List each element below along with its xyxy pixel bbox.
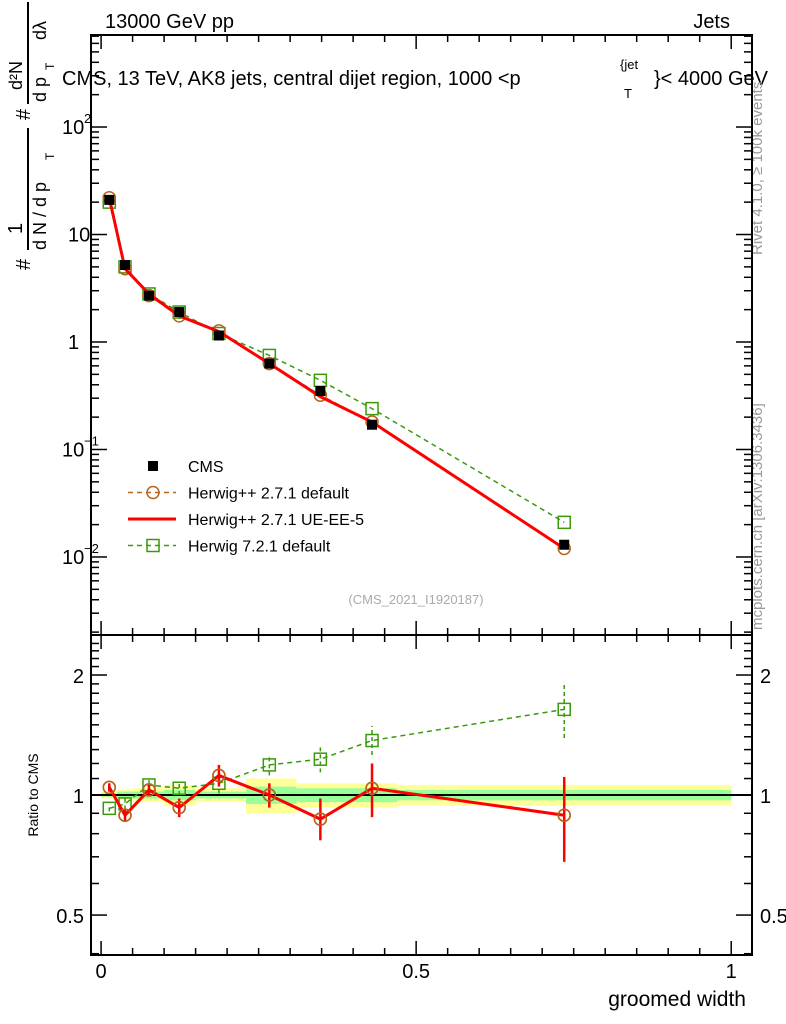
data-point xyxy=(365,401,379,416)
header-right: Jets xyxy=(693,11,730,33)
ratio-y-tick-label: 1 xyxy=(73,786,84,808)
ylabel-one: 1 xyxy=(5,223,27,234)
ratio-point xyxy=(262,758,277,772)
legend: CMS Herwig++ 2.7.1 default Herwig++ 2.7.1 … xyxy=(128,459,364,556)
ratio-point xyxy=(365,781,379,795)
data-point xyxy=(559,539,570,550)
ratio-line xyxy=(107,773,565,821)
y-tick-label: 10 xyxy=(62,547,84,569)
mcplots-label: mcplots.cern.ch [arXiv:1306.3436] xyxy=(749,403,766,630)
ratio-y-tick-label-right: 1 xyxy=(760,786,771,808)
y-tick-exponent: −1 xyxy=(84,433,99,448)
data-point xyxy=(213,330,224,341)
ratio-point xyxy=(172,781,186,795)
data-point xyxy=(313,373,328,388)
ratio-y-tick-label-right: 0.5 xyxy=(760,906,786,928)
header-left: 13000 GeV pp xyxy=(105,11,234,33)
series-line xyxy=(108,201,565,523)
data-point xyxy=(367,419,378,430)
ratio-point xyxy=(212,768,226,783)
legend-marker xyxy=(146,538,160,553)
ratio-y-label: Ratio to CMS xyxy=(25,753,41,836)
ratio-plot: 0.5 0.5 1 1 2 2 0 0.5 1 xyxy=(56,634,786,983)
ratio-y-tick-label-right: 2 xyxy=(760,666,771,688)
data-point xyxy=(120,260,131,271)
data-point xyxy=(557,515,571,530)
data-point xyxy=(315,386,326,397)
ylabel-dl: dλ xyxy=(30,21,50,40)
x-tick-label: 0.5 xyxy=(402,961,430,983)
y-tick-exponent: −2 xyxy=(84,541,99,556)
ratio-point xyxy=(557,808,571,822)
x-tick-label: 1 xyxy=(726,961,737,983)
ratio-point xyxy=(262,788,277,802)
ylabel-num: d²N xyxy=(6,61,26,90)
ratio-point xyxy=(313,752,328,766)
ratio-y-tick-label: 2 xyxy=(73,666,84,688)
ratio-y-tick-label: 0.5 xyxy=(56,906,84,928)
ratio-point xyxy=(557,702,571,717)
title-sub: T xyxy=(624,86,632,101)
data-point xyxy=(264,358,275,369)
main-title: CMS, 13 TeV, AK8 jets, central dijet reg… xyxy=(62,57,769,101)
title-tail: }< 4000 GeV xyxy=(654,68,769,90)
ratio-point xyxy=(172,800,186,815)
ylabel-den2: d p xyxy=(30,77,50,102)
ylabel-t2: T xyxy=(43,62,57,70)
ratio-point xyxy=(365,733,379,748)
y-tick-label: 10 xyxy=(68,225,90,247)
ylabel-hash2: # xyxy=(13,108,35,120)
ratio-point xyxy=(118,808,132,822)
ratio-point xyxy=(102,801,117,816)
y-tick-label: 10 xyxy=(62,439,84,461)
legend-label: CMS xyxy=(188,459,224,476)
data-point xyxy=(262,356,277,371)
y-tick-label: 1 xyxy=(68,332,79,354)
legend-marker xyxy=(146,485,160,500)
data-point xyxy=(143,290,154,301)
data-point xyxy=(174,307,185,318)
legend-label: Herwig++ 2.7.1 UE-EE-5 xyxy=(188,512,364,529)
ratio-point xyxy=(142,783,156,797)
ratio-point xyxy=(102,780,117,795)
data-point xyxy=(104,194,115,205)
x-tick-label: 0 xyxy=(96,961,107,983)
y-axis-label: # 1 d N / d p T # d²N d p T dλ xyxy=(5,2,57,270)
ylabel-hash: # xyxy=(13,258,35,270)
ylabel-t: T xyxy=(43,152,57,160)
title-main: CMS, 13 TeV, AK8 jets, central dijet reg… xyxy=(62,68,521,90)
analysis-watermark: (CMS_2021_I1920187) xyxy=(348,592,483,607)
legend-label: Herwig 7.2.1 default xyxy=(188,539,331,556)
ratio-point xyxy=(313,812,328,826)
ylabel-den: d N / d p xyxy=(30,182,50,250)
y-tick-exponent: 2 xyxy=(84,111,91,126)
data-point xyxy=(142,288,156,303)
rivet-label: Rivet 4.1.0, ≥ 100k events xyxy=(749,82,766,255)
title-sup: {jet xyxy=(620,57,638,72)
legend-label: Herwig++ 2.7.1 default xyxy=(188,486,350,503)
y-tick-label: 10 xyxy=(62,117,84,139)
x-axis-label: groomed width xyxy=(608,988,746,1011)
legend-marker xyxy=(148,461,158,471)
